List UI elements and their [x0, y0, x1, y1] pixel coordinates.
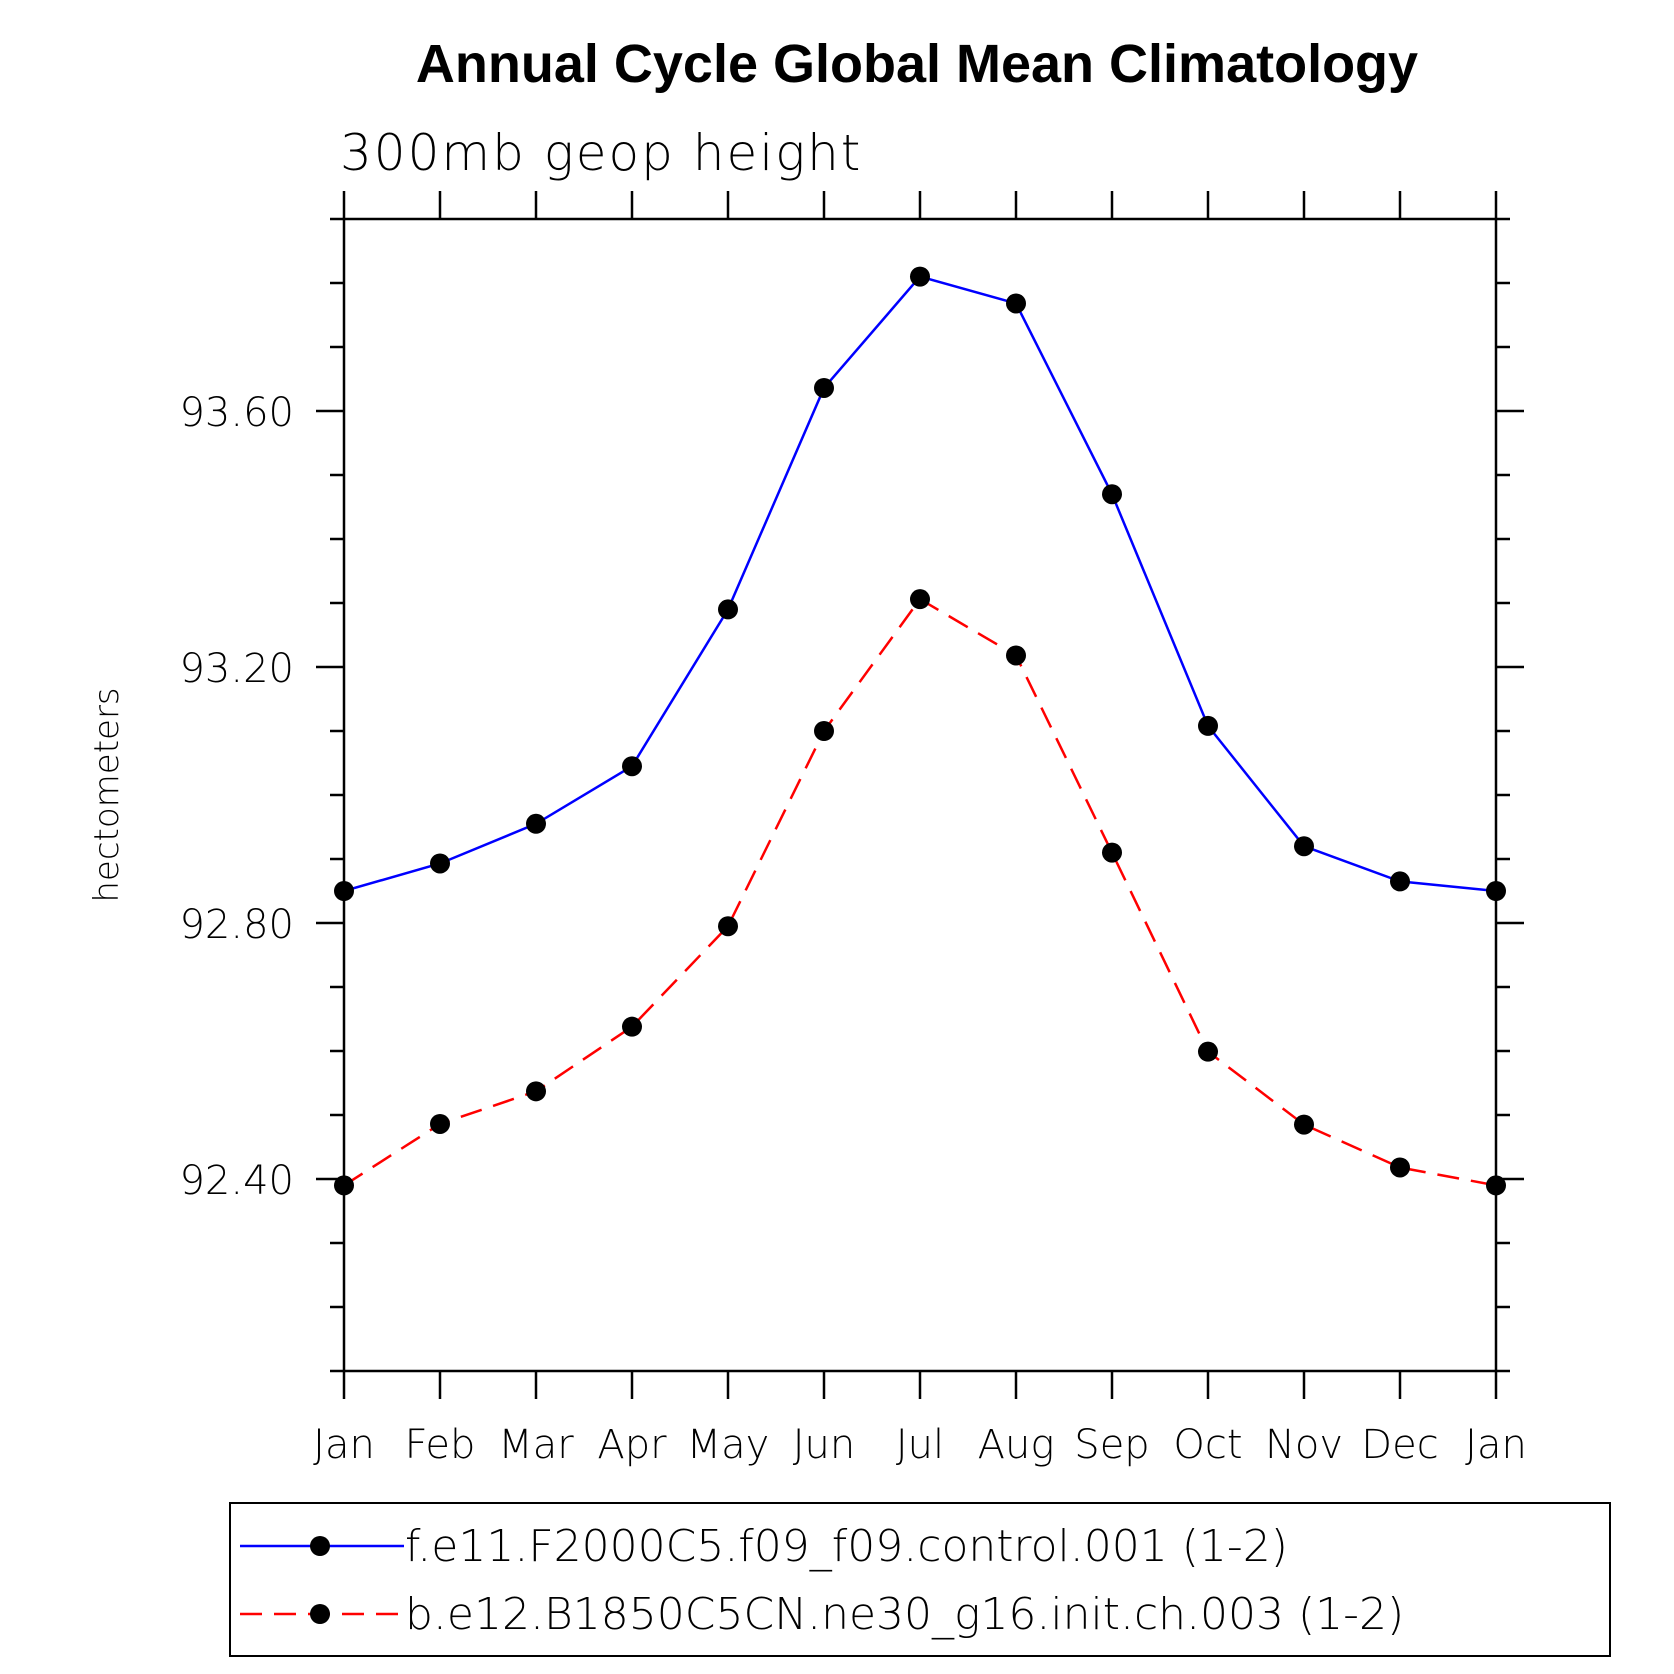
legend-box	[229, 1502, 1611, 1657]
series-2-point	[1294, 1114, 1314, 1135]
x-tick-label: Jan	[313, 1422, 375, 1468]
series-2-point	[1390, 1157, 1410, 1178]
series-1-point	[910, 266, 930, 287]
series-1-point	[1006, 293, 1026, 314]
series-2-point	[910, 589, 930, 610]
legend-label-series-2: b.e12.B1850C5CN.ne30_g16.init.ch.003 (1-…	[405, 1589, 1404, 1640]
plot-area	[342, 217, 1498, 1373]
series-2-point	[1006, 645, 1026, 666]
legend-entry-2: b.e12.B1850C5CN.ne30_g16.init.ch.003 (1-…	[240, 1589, 1404, 1640]
axis-layer: Jan Feb Mar Apr May Jun Jul Aug Sep Oct Nov Dec Jan 9…	[179, 191, 1527, 1468]
series-2-point	[430, 1113, 450, 1134]
series-1-point	[526, 813, 546, 834]
series-2-point	[718, 916, 738, 937]
x-tick-label: Jun	[793, 1422, 856, 1468]
y-axis-label: hectometers	[87, 687, 127, 902]
series-line-2	[343, 597, 1497, 1187]
y-tick-label: 92.80	[179, 902, 294, 948]
y-tick-label: 93.20	[179, 646, 294, 692]
x-tick-label: Mar	[498, 1422, 574, 1468]
series-2-point	[334, 1175, 354, 1196]
series-2-point	[1486, 1175, 1506, 1196]
plot-frame	[342, 217, 1498, 1373]
series-1-point	[1486, 881, 1506, 901]
x-tick-label: Apr	[597, 1422, 667, 1468]
series-1-point	[622, 756, 642, 777]
series-layer	[334, 266, 1506, 1196]
chart-title: Annual Cycle Global Mean Climatology	[416, 34, 1418, 94]
chart-subtitle: 300mb geop height	[340, 124, 862, 182]
x-tick-label: May	[687, 1422, 770, 1468]
legend-entry-1: f.e11.F2000C5.f09_f09.control.001 (1-2)	[240, 1521, 1288, 1572]
x-tick-label: Jul	[896, 1422, 944, 1468]
x-tick-label: Oct	[1173, 1422, 1242, 1468]
series-1-point	[1198, 715, 1218, 736]
series-2-point	[814, 721, 834, 741]
series-1-point	[814, 377, 834, 398]
x-tick-label: Dec	[1361, 1422, 1438, 1468]
series-1-point	[430, 853, 450, 874]
series-2-point	[1198, 1041, 1218, 1062]
legend-marker-series-2	[310, 1604, 330, 1624]
y-tick-label: 92.40	[179, 1158, 294, 1204]
x-tick-label: Feb	[405, 1422, 476, 1468]
x-tick-label: Nov	[1265, 1422, 1343, 1468]
legend-marker-series-1	[310, 1536, 330, 1556]
legend: f.e11.F2000C5.f09_f09.control.001 (1-2) …	[229, 1502, 1611, 1657]
x-tick-label: Aug	[978, 1422, 1055, 1468]
x-tick-label: Sep	[1074, 1422, 1149, 1468]
series-1-point	[1102, 484, 1122, 505]
series-1-point	[718, 599, 738, 620]
series-2-point	[1102, 842, 1122, 863]
series-1-point	[1294, 836, 1314, 857]
x-tick-label: Jan	[1465, 1422, 1527, 1468]
series-1-point	[1390, 871, 1410, 892]
series-2-point	[526, 1081, 546, 1102]
series-line-1	[343, 275, 1497, 893]
series-2-point	[622, 1016, 642, 1037]
y-tick-label: 93.60	[179, 390, 294, 436]
legend-label-series-1: f.e11.F2000C5.f09_f09.control.001 (1-2)	[405, 1521, 1288, 1572]
series-1-point	[334, 881, 354, 901]
